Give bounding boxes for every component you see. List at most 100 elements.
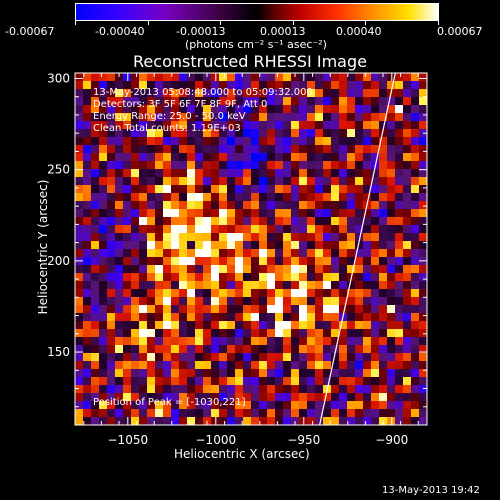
heatmap-cell <box>187 305 196 314</box>
heatmap-cell <box>219 161 228 170</box>
heatmap-cell <box>363 249 372 258</box>
heatmap-cell <box>347 265 356 274</box>
heatmap-cell <box>395 417 404 425</box>
heatmap-cell <box>235 377 244 386</box>
heatmap-cell <box>307 393 316 402</box>
heatmap-cell <box>83 105 92 114</box>
heatmap-cell <box>251 113 260 122</box>
heatmap-cell <box>259 73 268 82</box>
heatmap-cell <box>363 377 372 386</box>
heatmap-cell <box>171 289 180 298</box>
heatmap-cell <box>131 153 140 162</box>
heatmap-cell <box>379 89 388 98</box>
heatmap-cell <box>155 169 164 178</box>
heatmap-cell <box>115 257 124 266</box>
heatmap-cell <box>267 153 276 162</box>
heatmap-cell <box>219 361 228 370</box>
heatmap-cell <box>403 105 412 114</box>
heatmap-cell <box>227 401 236 410</box>
heatmap-cell <box>283 417 292 425</box>
heatmap-cell <box>355 393 364 402</box>
heatmap-cell <box>331 393 340 402</box>
heatmap-cell <box>419 273 427 282</box>
heatmap-cell <box>179 81 188 90</box>
heatmap-cell <box>211 153 220 162</box>
heatmap-cell <box>331 209 340 218</box>
heatmap-cell <box>299 273 308 282</box>
heatmap-cell <box>91 305 100 314</box>
heatmap-cell <box>259 257 268 266</box>
heatmap-cell <box>91 225 100 234</box>
heatmap-cell <box>371 289 380 298</box>
heatmap-cell <box>83 353 92 362</box>
heatmap-cell <box>355 153 364 162</box>
heatmap-cell <box>219 321 228 330</box>
heatmap-cell <box>123 145 132 154</box>
heatmap-cell <box>203 81 212 90</box>
heatmap-cell <box>99 97 108 106</box>
heatmap-cell <box>403 361 412 370</box>
heatmap-cell <box>147 249 156 258</box>
heatmap-cell <box>211 409 220 418</box>
heatmap-cell <box>243 137 252 146</box>
heatmap-cell <box>83 249 92 258</box>
heatmap-cell <box>355 361 364 370</box>
heatmap-cell <box>131 97 140 106</box>
heatmap-cell <box>219 265 228 274</box>
heatmap-cell <box>315 201 324 210</box>
heatmap-cell <box>363 217 372 226</box>
heatmap-cell <box>331 273 340 282</box>
heatmap-cell <box>219 153 228 162</box>
heatmap-cell <box>395 273 404 282</box>
heatmap-cell <box>123 393 132 402</box>
heatmap-cell <box>251 185 260 194</box>
heatmap-cell <box>243 161 252 170</box>
heatmap-cell <box>203 345 212 354</box>
heatmap-cell <box>395 313 404 322</box>
heatmap-cell <box>331 353 340 362</box>
heatmap-cell <box>195 153 204 162</box>
heatmap-cell <box>371 345 380 354</box>
heatmap-cell <box>379 161 388 170</box>
heatmap-cell <box>211 345 220 354</box>
heatmap-cell <box>187 313 196 322</box>
heatmap-cell <box>75 233 84 242</box>
heatmap-cell <box>379 265 388 274</box>
heatmap-cell <box>275 169 284 178</box>
heatmap-cell <box>131 129 140 138</box>
heatmap-cell <box>227 321 236 330</box>
heatmap-cell <box>219 217 228 226</box>
heatmap-cell <box>267 137 276 146</box>
heatmap-cell <box>299 249 308 258</box>
heatmap-cell <box>363 289 372 298</box>
heatmap-cell <box>235 209 244 218</box>
heatmap-cell <box>339 385 348 394</box>
heatmap-cell <box>227 73 236 82</box>
heatmap-cell <box>75 313 84 322</box>
heatmap-cell <box>83 377 92 386</box>
heatmap-cell <box>75 153 84 162</box>
heatmap-cell <box>139 169 148 178</box>
heatmap-cell <box>235 129 244 138</box>
heatmap-cell <box>187 265 196 274</box>
heatmap-cell <box>195 321 204 330</box>
heatmap-cell <box>107 185 116 194</box>
heatmap-cell <box>419 233 427 242</box>
heatmap-cell <box>283 225 292 234</box>
heatmap-cell <box>395 169 404 178</box>
heatmap-cell <box>99 361 108 370</box>
heatmap-cell <box>323 401 332 410</box>
heatmap-cell <box>323 177 332 186</box>
heatmap-cell <box>267 209 276 218</box>
heatmap-cell <box>347 409 356 418</box>
heatmap-cell <box>355 225 364 234</box>
heatmap-cell <box>379 337 388 346</box>
heatmap-cell <box>419 281 427 290</box>
heatmap-cell <box>83 257 92 266</box>
heatmap-cell <box>163 121 172 130</box>
heatmap-cell <box>371 241 380 250</box>
heatmap-cell <box>339 89 348 98</box>
heatmap-cell <box>411 321 420 330</box>
plot-frame <box>74 72 428 426</box>
heatmap-cell <box>147 209 156 218</box>
